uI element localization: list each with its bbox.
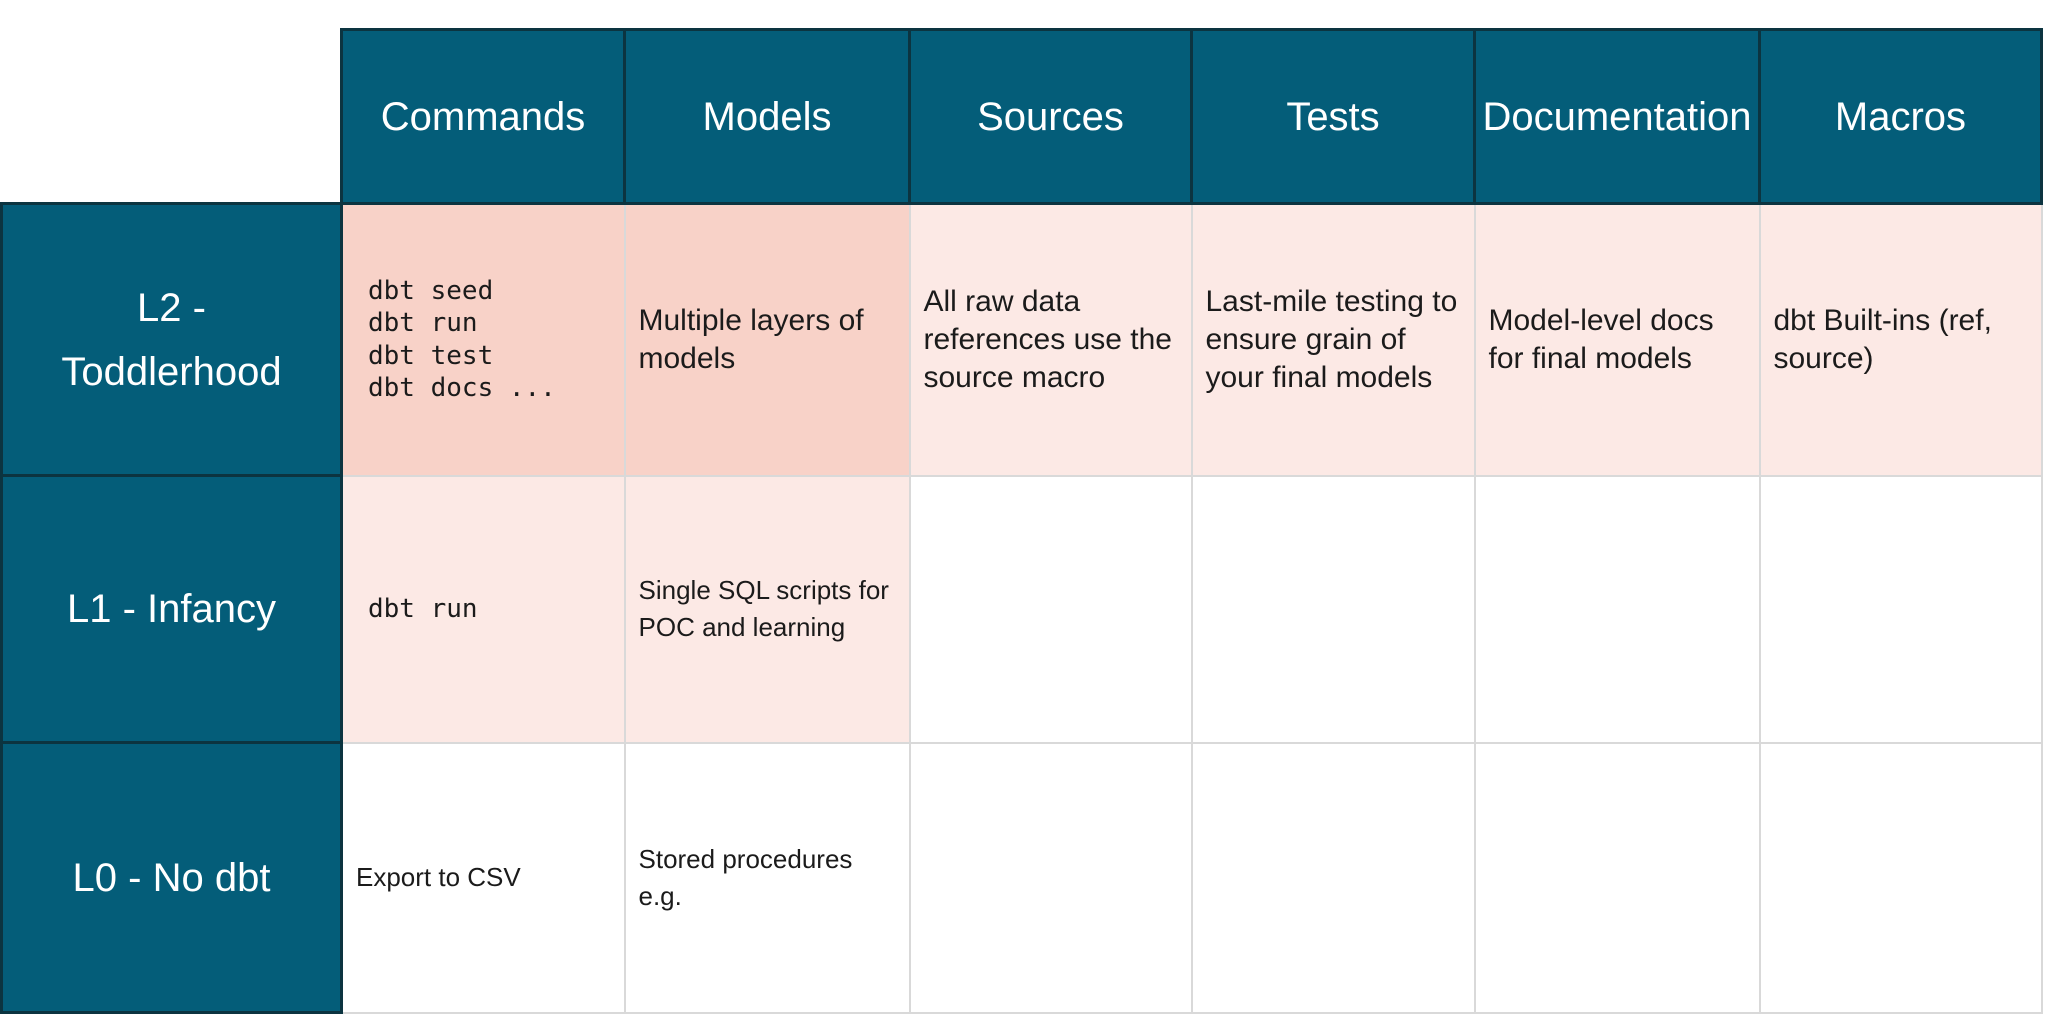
- cell-text: Export to CSV: [356, 862, 521, 893]
- header-row: Commands Models Sources Tests Documentat…: [1, 28, 2043, 205]
- table-row-l1: L1 - Infancy dbt run Single SQL scripts …: [0, 474, 2043, 744]
- cell-text: Single SQL scripts for POC and learning: [638, 575, 889, 642]
- cell-l0-tests: [1190, 741, 1476, 1014]
- row-header-l2-toddlerhood: L2 - Toddlerhood: [0, 202, 343, 477]
- cell-l1-documentation: [1473, 474, 1761, 744]
- cell-l2-documentation: Model-level docs for final models: [1473, 202, 1761, 477]
- row-header-label: L2 - Toddlerhood: [61, 285, 282, 394]
- table-row-l2: L2 - Toddlerhood dbt seed dbt run dbt te…: [0, 202, 2043, 477]
- column-header-models: Models: [623, 28, 911, 205]
- cell-l2-commands: dbt seed dbt run dbt test dbt docs ...: [340, 202, 626, 477]
- column-header-label: Sources: [977, 94, 1124, 139]
- corner-cell: [1, 29, 342, 204]
- cell-l0-macros: [1758, 741, 2043, 1014]
- row-header-label: L1 - Infancy: [66, 587, 276, 631]
- cell-l1-models: Single SQL scripts for POC and learning: [623, 474, 911, 744]
- cell-l2-models: Multiple layers of models: [623, 202, 911, 477]
- column-header-label: Tests: [1286, 94, 1380, 139]
- dbt-maturity-table: Commands Models Sources Tests Documentat…: [0, 28, 2043, 1014]
- cell-l0-sources: [908, 741, 1193, 1014]
- column-header-tests: Tests: [1190, 28, 1476, 205]
- cell-l0-commands: Export to CSV: [340, 741, 626, 1014]
- cell-l2-sources: All raw data references use the source m…: [908, 202, 1193, 477]
- cell-l1-macros: [1758, 474, 2043, 744]
- cell-l0-documentation: [1473, 741, 1761, 1014]
- row-header-label: L0 - No dbt: [72, 855, 271, 900]
- row-header-l0-no-dbt: L0 - No dbt: [0, 741, 343, 1014]
- cell-text: All raw data references use the source m…: [923, 284, 1172, 394]
- cell-l0-models: Stored procedures e.g.: [623, 741, 911, 1014]
- cell-l1-commands: dbt run: [340, 474, 626, 744]
- cell-text: Multiple layers of models: [638, 303, 864, 375]
- cell-text: Model-level docs for final models: [1488, 303, 1714, 375]
- row-header-l1-infancy: L1 - Infancy: [0, 474, 343, 744]
- table-row-l0: L0 - No dbt Export to CSV Stored procedu…: [0, 741, 2043, 1014]
- column-header-label: Commands: [380, 94, 586, 139]
- column-header-label: Documentation: [1482, 94, 1752, 139]
- column-header-documentation: Documentation: [1473, 28, 1761, 205]
- column-header-label: Macros: [1834, 94, 1967, 139]
- cell-l1-sources: [908, 474, 1193, 744]
- column-header-label: Models: [702, 94, 832, 139]
- cell-l2-tests: Last-mile testing to ensure grain of you…: [1190, 202, 1476, 477]
- cell-l1-tests: [1190, 474, 1476, 744]
- cell-text: Last-mile testing to ensure grain of you…: [1205, 284, 1458, 394]
- cell-text: dbt seed dbt run dbt test dbt docs ...: [368, 275, 556, 404]
- cell-text: Stored procedures e.g.: [638, 843, 853, 911]
- column-header-sources: Sources: [908, 28, 1193, 205]
- column-header-commands: Commands: [340, 28, 626, 205]
- cell-l2-macros: dbt Built-ins (ref, source): [1758, 202, 2043, 477]
- column-header-macros: Macros: [1758, 28, 2043, 205]
- cell-text: dbt run: [368, 593, 478, 624]
- cell-text: dbt Built-ins (ref, source): [1773, 303, 1992, 375]
